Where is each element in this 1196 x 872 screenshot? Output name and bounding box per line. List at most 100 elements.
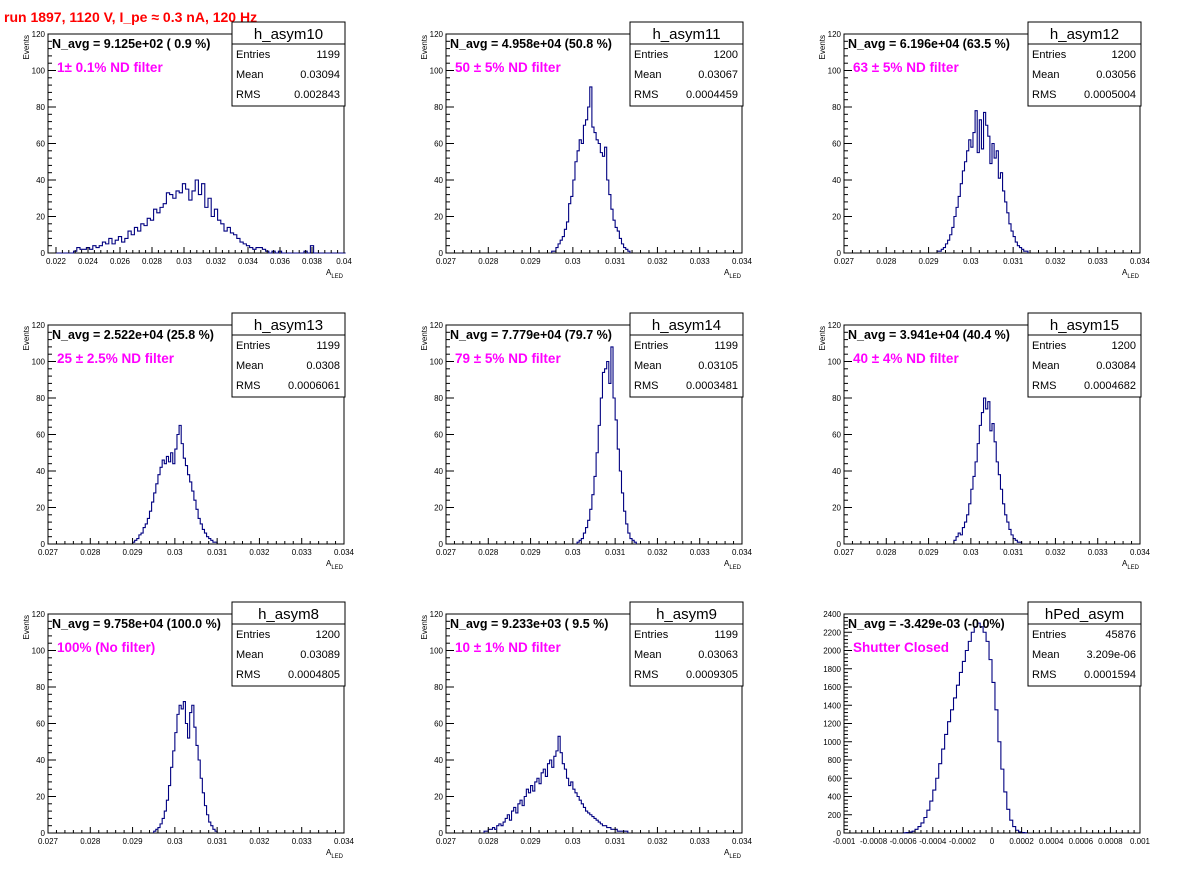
x-axis-title: ALED — [1122, 268, 1140, 280]
stats-entries-label: Entries — [634, 49, 669, 61]
filter-label: 40 ± 4% ND filter — [853, 351, 959, 366]
y-tick-label: 20 — [434, 213, 443, 222]
histogram-pad-hPed_asym: -0.001 -0.0008 -0.0006 -0.0004 -0.0002 0 0.000… — [823, 601, 1151, 846]
y-tick-label: 20 — [434, 504, 443, 513]
stats-mean-value: 0.03105 — [698, 360, 738, 372]
filter-label: Shutter Closed — [853, 640, 949, 655]
stats-rms-label: RMS — [236, 380, 260, 392]
histogram-line — [48, 179, 346, 254]
x-tick-label: 0.038 — [302, 257, 323, 266]
stats-rms-label: RMS — [236, 669, 260, 681]
x-axis-title: ALED — [326, 559, 344, 571]
x-tick-label: -0.0008 — [860, 837, 888, 846]
y-tick-label: 100 — [430, 358, 444, 367]
x-tick-label: 0.03 — [167, 548, 183, 557]
y-tick-label: 100 — [430, 67, 444, 76]
x-tick-label: 0.028 — [80, 837, 101, 846]
x-axis-title: ALED — [326, 848, 344, 860]
stats-box — [629, 312, 744, 398]
y-tick-label: 20 — [434, 793, 443, 802]
x-tick-label: -0.0004 — [919, 837, 947, 846]
x-axis-title-sub: LED — [729, 565, 741, 571]
y-tick-label: 0 — [439, 829, 444, 838]
x-tick-label: 0.0006 — [1069, 837, 1094, 846]
x-tick-label: 0.031 — [605, 257, 626, 266]
y-tick-label: 120 — [828, 30, 842, 39]
stats-mean-label: Mean — [1032, 360, 1060, 372]
navg-label: N_avg = 9.758e+04 (100.0 %) — [52, 617, 221, 631]
y-tick-label: 120 — [32, 610, 46, 619]
stats-rms-label: RMS — [1032, 89, 1056, 101]
stats-mean-label: Mean — [1032, 69, 1060, 81]
filter-label: 63 ± 5% ND filter — [853, 60, 959, 75]
x-tick-label: 0.032 — [206, 257, 227, 266]
histogram-line — [551, 86, 631, 253]
histogram-line — [902, 622, 1029, 834]
x-tick-label: 0.027 — [834, 548, 855, 557]
stats-rms-label: RMS — [634, 669, 658, 681]
stats-entries-label: Entries — [236, 340, 271, 352]
x-axis-title-sub: LED — [331, 565, 343, 571]
stats-box — [231, 21, 346, 107]
x-tick-label: 0.034 — [334, 548, 355, 557]
histogram-line — [576, 346, 637, 544]
stats-entries-label: Entries — [1032, 49, 1067, 61]
x-axis-title-main: A — [326, 559, 332, 568]
x-tick-label: 0.031 — [207, 548, 228, 557]
histogram-name: h_asym15 — [1050, 317, 1119, 334]
y-tick-label: 1000 — [823, 738, 841, 747]
stats-rms-label: RMS — [1032, 380, 1056, 392]
x-tick-label: 0.0002 — [1009, 837, 1034, 846]
histogram-name: h_asym9 — [656, 606, 717, 623]
x-tick-label: 0.028 — [876, 257, 897, 266]
stats-mean-label: Mean — [634, 649, 662, 661]
filter-label: 10 ± 1% ND filter — [455, 640, 561, 655]
x-tick-label: 0.032 — [249, 837, 270, 846]
y-tick-label: 120 — [430, 610, 444, 619]
x-tick-label: 0.028 — [478, 837, 499, 846]
x-tick-label: 0.033 — [690, 548, 711, 557]
y-tick-label: 120 — [828, 321, 842, 330]
y-tick-label: 100 — [32, 358, 46, 367]
x-tick-label: 0.03 — [963, 548, 979, 557]
y-tick-label: 120 — [32, 321, 46, 330]
histogram-name: h_asym14 — [652, 317, 721, 334]
y-tick-label: 600 — [828, 774, 842, 783]
stats-rms-value: 0.002843 — [294, 89, 340, 101]
x-tick-label: 0.001 — [1130, 837, 1151, 846]
stats-mean-label: Mean — [634, 69, 662, 81]
stats-mean-value: 3.209e-06 — [1086, 649, 1136, 661]
x-axis-title-sub: LED — [729, 274, 741, 280]
stats-mean-value: 0.03089 — [300, 649, 340, 661]
y-tick-label: 0 — [439, 540, 444, 549]
x-tick-label: 0.034 — [1130, 548, 1151, 557]
stats-entries-label: Entries — [634, 340, 669, 352]
filter-label: 50 ± 5% ND filter — [455, 60, 561, 75]
y-tick-label: 80 — [832, 103, 841, 112]
stats-rms-value: 0.0009305 — [686, 669, 738, 681]
x-tick-label: 0.033 — [292, 548, 313, 557]
stats-entries-value: 1199 — [714, 629, 738, 641]
stats-entries-label: Entries — [1032, 340, 1067, 352]
y-tick-label: 60 — [36, 431, 45, 440]
histogram-line — [132, 424, 218, 544]
filter-label: 25 ± 2.5% ND filter — [57, 351, 175, 366]
histogram-pad-h_asym11: 0.027 0.028 0.029 0.03 0.031 0.032 0.033 0.034 0… — [420, 21, 753, 280]
x-tick-label: 0.022 — [46, 257, 67, 266]
x-tick-label: 0.032 — [647, 837, 668, 846]
filter-label: 79 ± 5% ND filter — [455, 351, 561, 366]
x-tick-label: 0.026 — [110, 257, 131, 266]
histogram-name: hPed_asym — [1045, 606, 1124, 623]
x-axis-title: ALED — [724, 268, 742, 280]
navg-label: N_avg = 4.958e+04 (50.8 %) — [450, 37, 612, 51]
stats-entries-value: 1200 — [316, 629, 340, 641]
x-axis-title-main: A — [724, 268, 730, 277]
histogram-name: h_asym12 — [1050, 26, 1119, 43]
histogram-name: h_asym10 — [254, 26, 323, 43]
y-tick-label: 800 — [828, 756, 842, 765]
y-tick-label: 60 — [434, 431, 443, 440]
y-axis-title: Events — [420, 615, 429, 639]
stats-box — [1027, 312, 1142, 398]
x-tick-label: 0.03 — [176, 257, 192, 266]
y-tick-label: 60 — [434, 140, 443, 149]
